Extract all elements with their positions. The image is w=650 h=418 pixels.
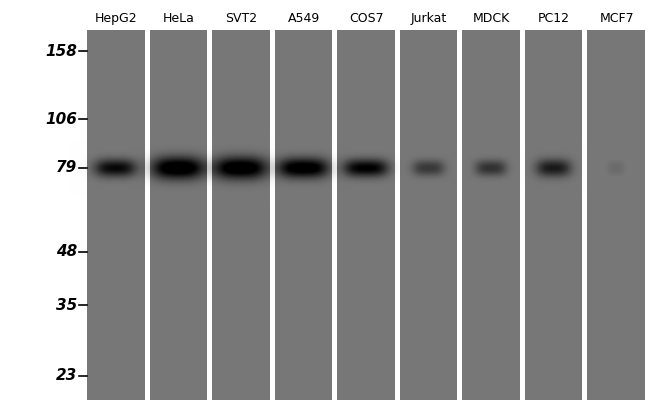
Text: SVT2: SVT2 [226, 12, 257, 25]
Text: HepG2: HepG2 [95, 12, 138, 25]
Text: 48: 48 [56, 245, 77, 260]
Text: 106: 106 [45, 112, 77, 127]
Text: PC12: PC12 [538, 12, 570, 25]
Text: 23: 23 [56, 369, 77, 383]
Text: 79: 79 [56, 161, 77, 176]
Text: MCF7: MCF7 [599, 12, 634, 25]
Text: MDCK: MDCK [473, 12, 510, 25]
Text: A549: A549 [288, 12, 320, 25]
Text: 158: 158 [45, 43, 77, 59]
Text: COS7: COS7 [349, 12, 384, 25]
Text: Jurkat: Jurkat [411, 12, 447, 25]
Text: HeLa: HeLa [163, 12, 195, 25]
Text: 35: 35 [56, 298, 77, 313]
